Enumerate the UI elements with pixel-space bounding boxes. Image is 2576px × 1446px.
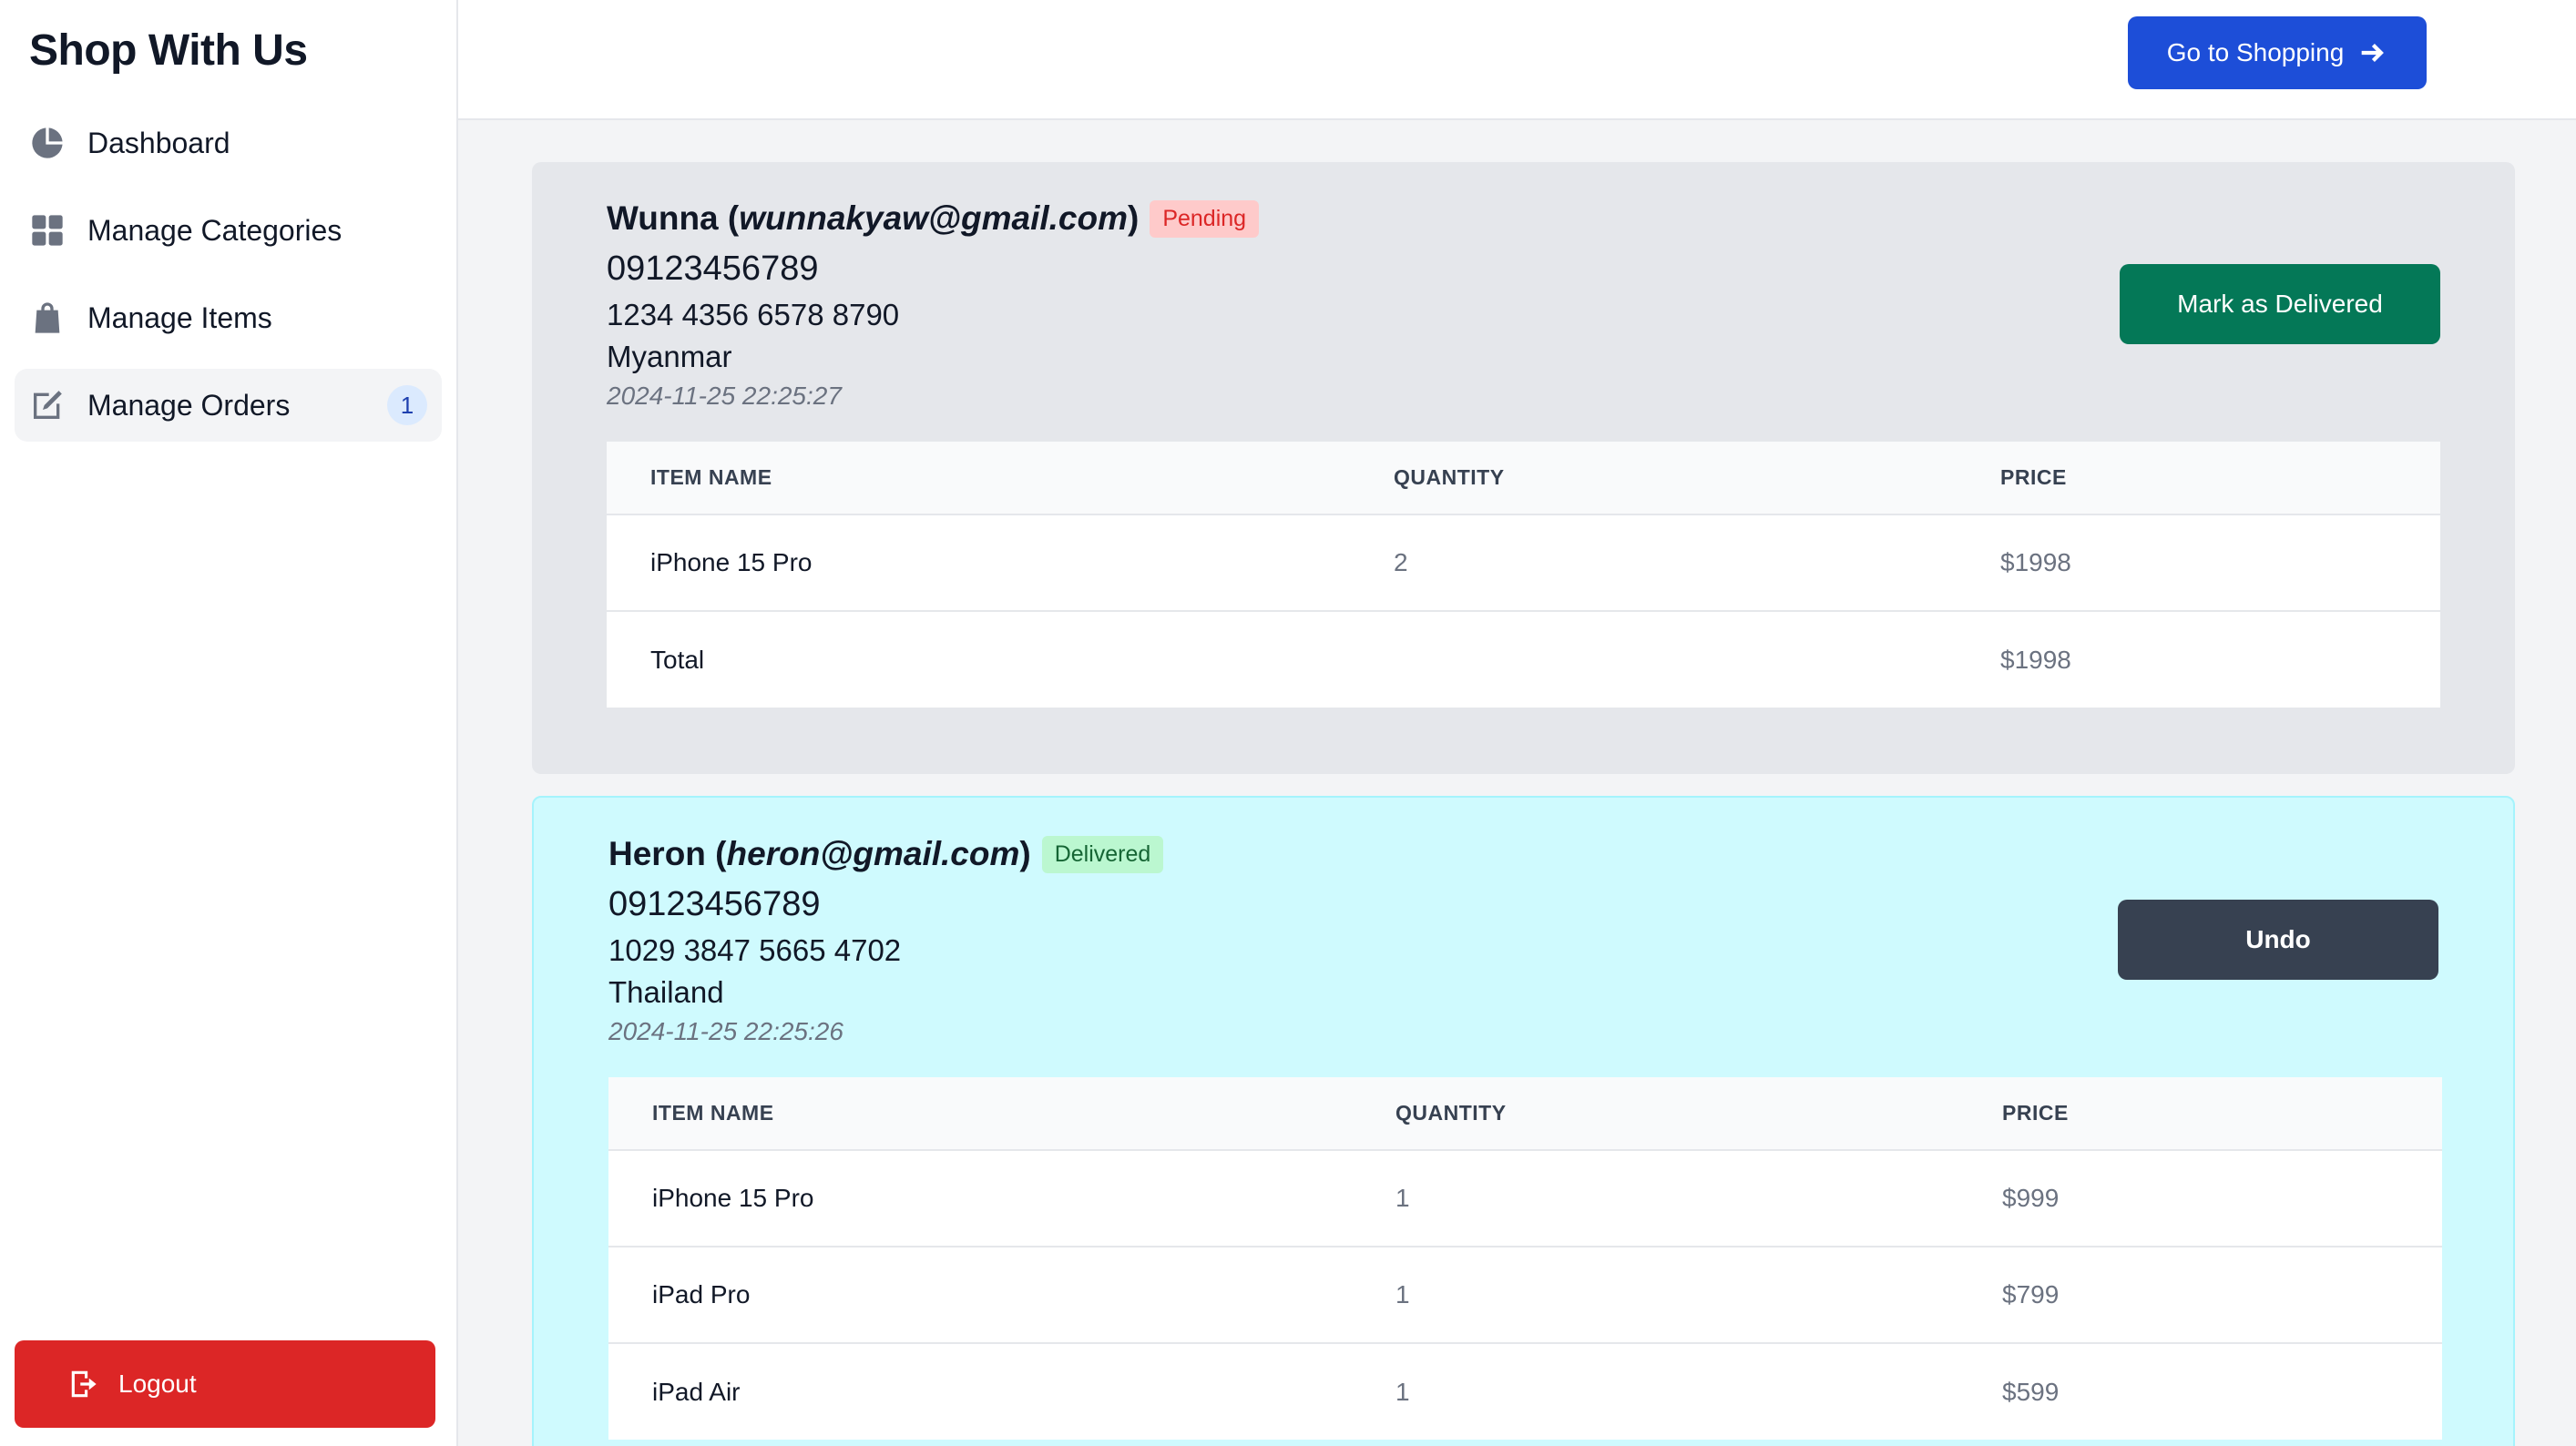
status-badge: Delivered bbox=[1041, 835, 1164, 873]
customer-country: Thailand bbox=[608, 975, 724, 1009]
order-card: Wunna (wunnakyaw@gmail.com) Pending 0912… bbox=[532, 162, 2515, 774]
sidebar-item-label: Manage Categories bbox=[87, 213, 342, 247]
header-item-name: ITEM NAME bbox=[650, 465, 772, 489]
total-price: $1998 bbox=[1957, 610, 2440, 708]
edit-icon bbox=[29, 387, 66, 423]
item-quantity: 1 bbox=[1352, 1342, 1958, 1440]
customer-email: wunnakyaw@gmail.com bbox=[739, 199, 1128, 237]
shopping-bag-icon bbox=[29, 300, 66, 336]
sidebar-item-label: Dashboard bbox=[87, 126, 230, 159]
item-price: $799 bbox=[1958, 1246, 2442, 1343]
header-quantity: QUANTITY bbox=[1394, 465, 1505, 489]
table-row: iPhone 15 Pro 2 $1998 bbox=[607, 514, 2440, 611]
order-items-table: ITEM NAME QUANTITY PRICE iPhone 15 Pro 1… bbox=[608, 1077, 2442, 1440]
customer-phone: 09123456789 bbox=[608, 885, 821, 923]
sidebar-item-dashboard[interactable]: Dashboard bbox=[15, 107, 442, 179]
pie-chart-icon bbox=[29, 125, 66, 161]
item-name: iPhone 15 Pro bbox=[608, 1149, 1352, 1247]
orders-count-badge: 1 bbox=[387, 385, 427, 425]
table-header-row: ITEM NAME QUANTITY PRICE bbox=[607, 442, 2440, 514]
card-number: 1234 4356 6578 8790 bbox=[607, 298, 900, 331]
item-quantity: 2 bbox=[1350, 514, 1957, 611]
mark-as-delivered-button[interactable]: Mark as Delivered bbox=[2120, 264, 2440, 344]
status-badge: Pending bbox=[1150, 199, 1260, 238]
total-quantity-empty bbox=[1350, 610, 1957, 708]
order-timestamp: 2024-11-25 22:25:27 bbox=[607, 382, 842, 410]
go-to-shopping-button[interactable]: Go to Shopping bbox=[2128, 16, 2427, 89]
sidebar-item-manage-orders[interactable]: Manage Orders 1 bbox=[15, 369, 442, 442]
sidebar-item-manage-categories[interactable]: Manage Categories bbox=[15, 194, 442, 267]
total-label: Total bbox=[607, 610, 1350, 708]
customer-line: Wunna (wunnakyaw@gmail.com) Pending bbox=[607, 199, 2440, 239]
table-header-row: ITEM NAME QUANTITY PRICE bbox=[608, 1077, 2442, 1150]
customer-name: Heron (heron@gmail.com) bbox=[608, 835, 1031, 872]
card-number: 1029 3847 5665 4702 bbox=[608, 933, 902, 967]
sidebar-nav: Dashboard Manage Categories Manage Items… bbox=[15, 107, 442, 442]
customer-line: Heron (heron@gmail.com) Delivered bbox=[608, 834, 2438, 874]
undo-button[interactable]: Undo bbox=[2118, 900, 2438, 980]
sidebar: Shop With Us Dashboard Manage Categories… bbox=[0, 0, 458, 1446]
customer-country: Myanmar bbox=[607, 340, 732, 373]
customer-email: heron@gmail.com bbox=[726, 835, 1020, 872]
main-content: Go to Shopping Wunna (wunnakyaw@gmail.co… bbox=[458, 0, 2576, 1446]
grid-icon bbox=[29, 212, 66, 249]
order-card: Heron (heron@gmail.com) Delivered 091234… bbox=[532, 796, 2515, 1446]
topbar: Go to Shopping bbox=[458, 0, 2576, 120]
logout-label: Logout bbox=[118, 1370, 197, 1398]
item-quantity: 1 bbox=[1352, 1149, 1958, 1247]
sidebar-item-manage-items[interactable]: Manage Items bbox=[15, 281, 442, 354]
order-items-table: ITEM NAME QUANTITY PRICE iPhone 15 Pro 2… bbox=[607, 442, 2440, 708]
customer-name: Wunna (wunnakyaw@gmail.com) bbox=[607, 199, 1140, 237]
order-timestamp: 2024-11-25 22:25:26 bbox=[608, 1017, 843, 1045]
item-price: $1998 bbox=[1957, 514, 2440, 611]
brand-title: Shop With Us bbox=[29, 26, 308, 75]
table-row: iPhone 15 Pro 1 $999 bbox=[608, 1149, 2442, 1247]
item-price: $599 bbox=[1958, 1342, 2442, 1440]
item-name: iPad Air bbox=[608, 1342, 1352, 1440]
header-price: PRICE bbox=[2002, 1101, 2069, 1125]
arrow-right-icon bbox=[2361, 43, 2385, 63]
customer-phone: 09123456789 bbox=[607, 249, 819, 288]
table-row: iPad Air 1 $599 bbox=[608, 1342, 2442, 1440]
sidebar-item-label: Manage Items bbox=[87, 300, 272, 334]
item-price: $999 bbox=[1958, 1149, 2442, 1247]
item-name: iPad Pro bbox=[608, 1246, 1352, 1343]
table-row: iPad Pro 1 $799 bbox=[608, 1246, 2442, 1343]
logout-icon bbox=[67, 1367, 102, 1401]
total-row: Total $1998 bbox=[607, 610, 2440, 708]
header-item-name: ITEM NAME bbox=[652, 1101, 774, 1125]
item-quantity: 1 bbox=[1352, 1246, 1958, 1343]
logout-button[interactable]: Logout bbox=[15, 1340, 435, 1428]
item-name: iPhone 15 Pro bbox=[607, 514, 1350, 611]
header-quantity: QUANTITY bbox=[1395, 1101, 1507, 1125]
go-to-shopping-label: Go to Shopping bbox=[2166, 38, 2345, 66]
header-price: PRICE bbox=[2000, 465, 2067, 489]
sidebar-item-label: Manage Orders bbox=[87, 388, 291, 422]
